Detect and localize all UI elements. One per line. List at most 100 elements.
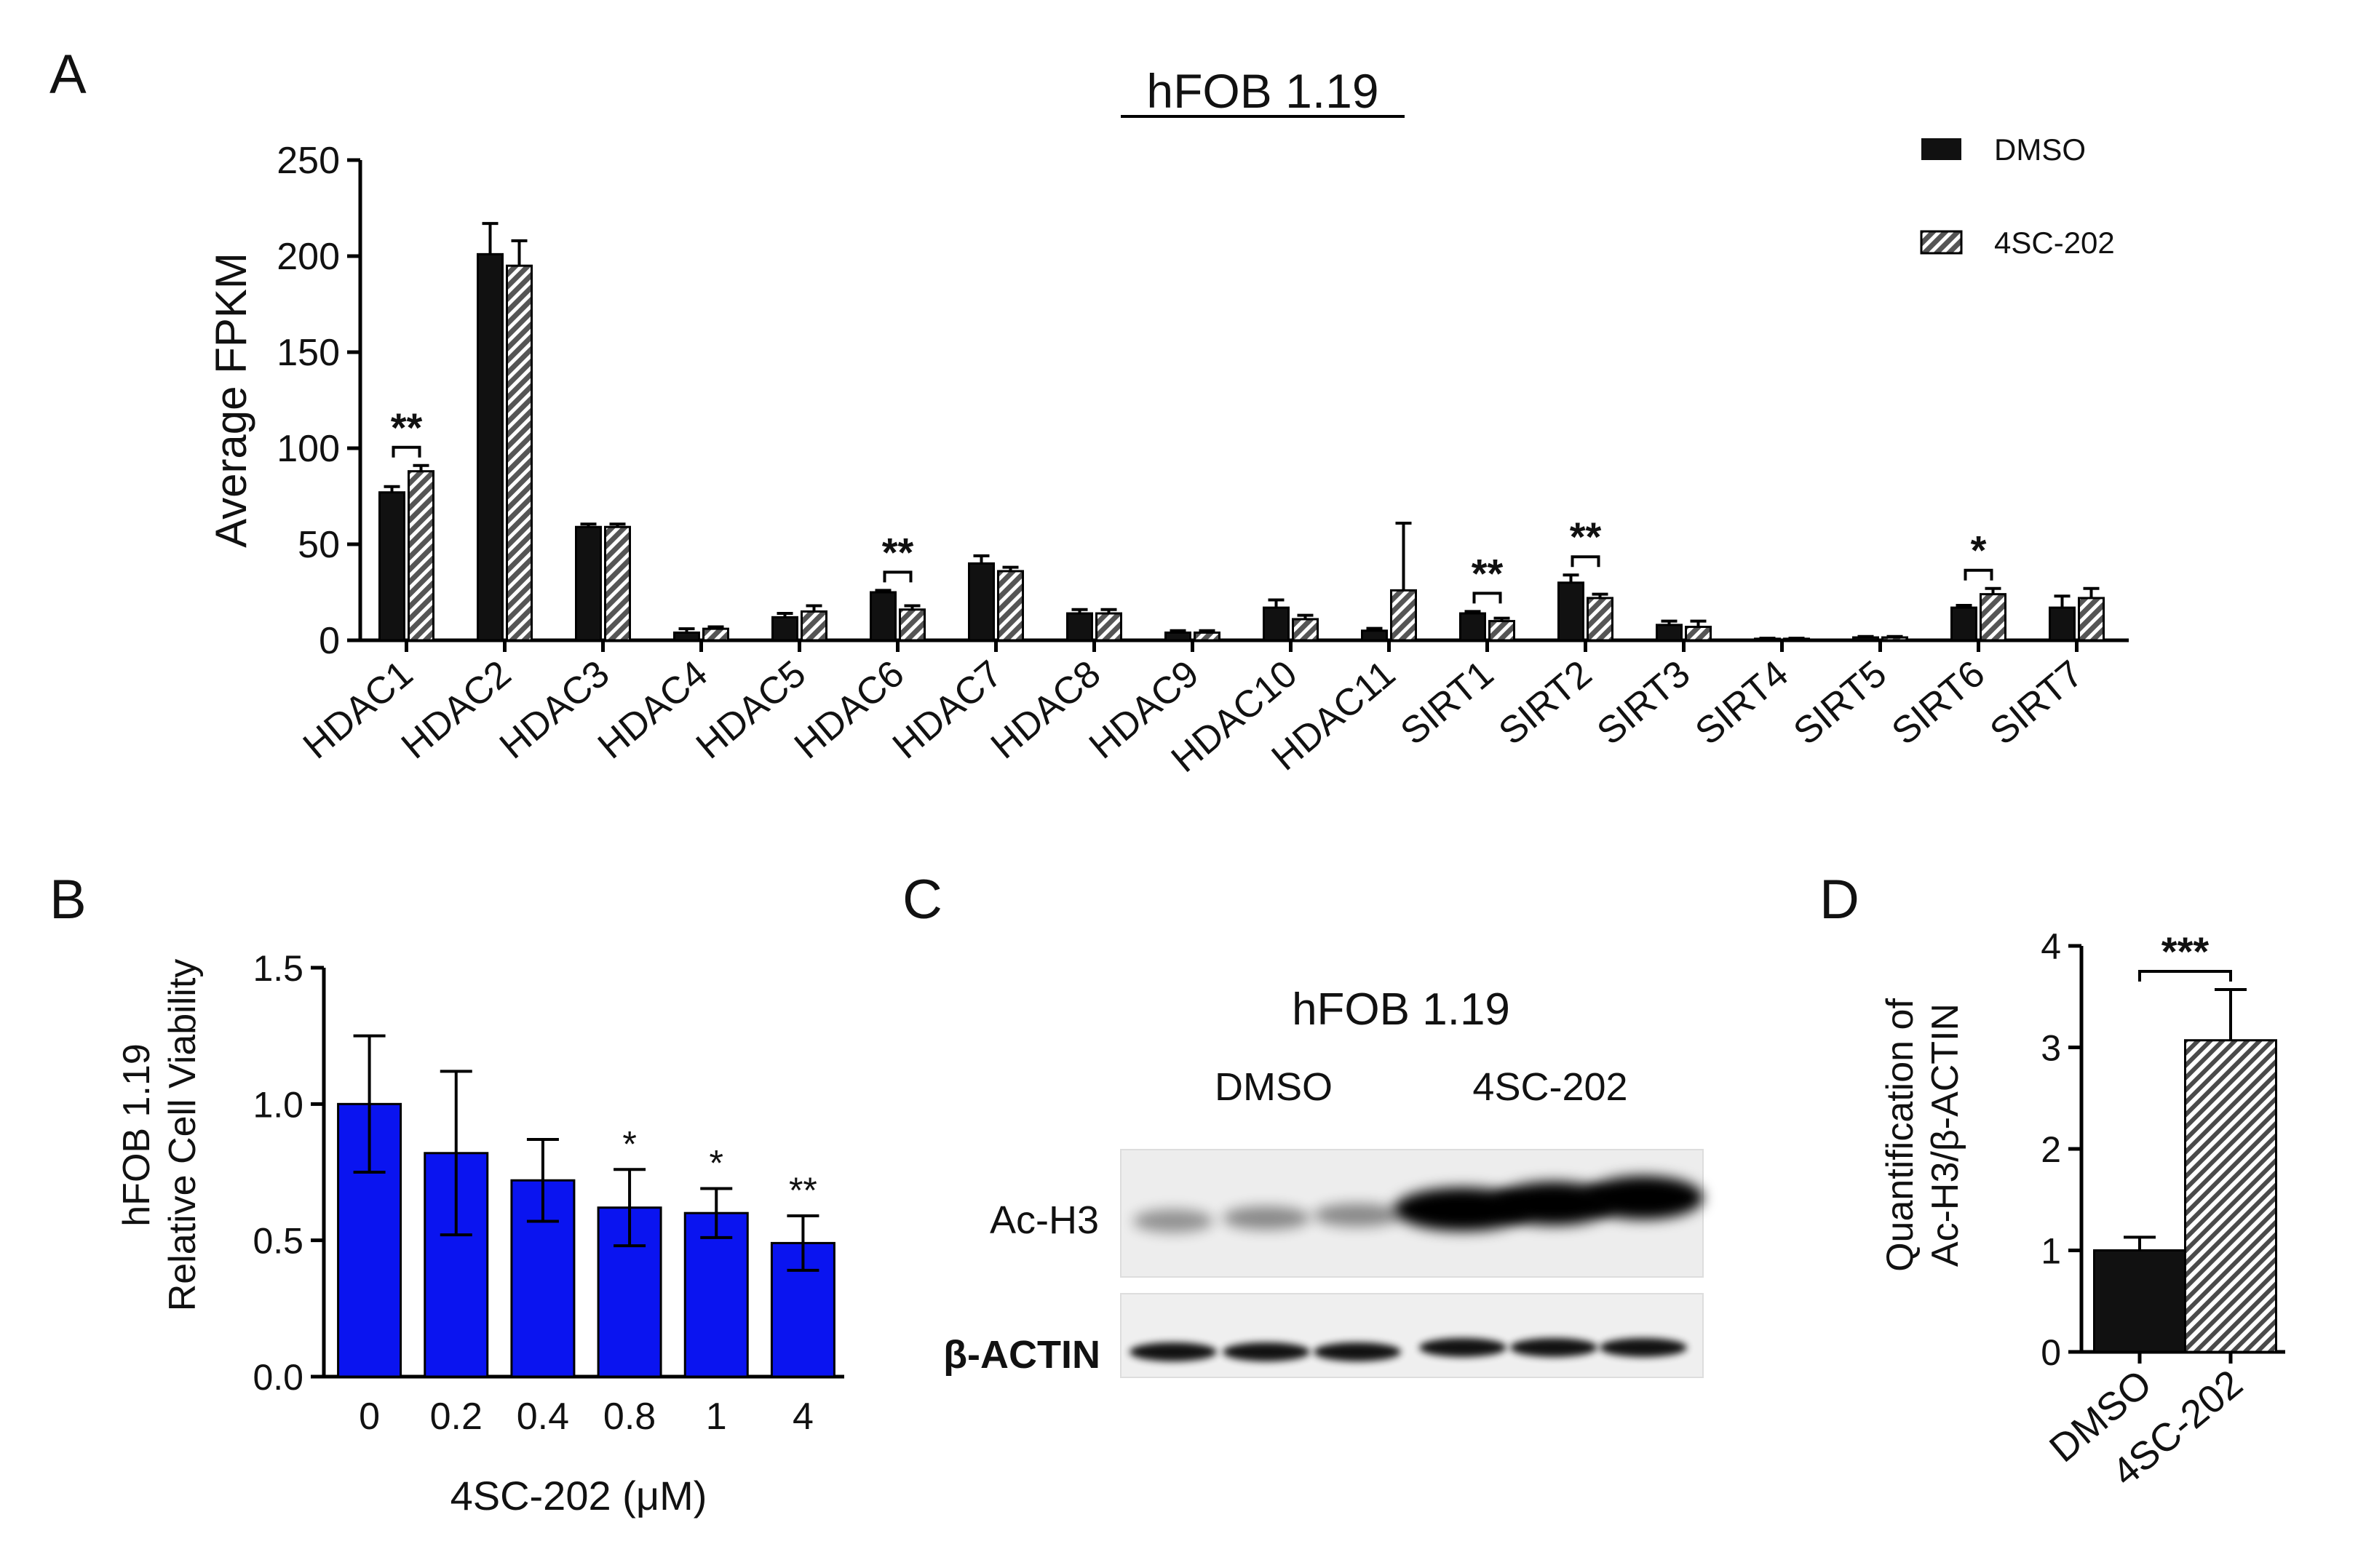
viability-significance-0-8: * <box>622 1123 636 1164</box>
errorbar-dmso-sirt4 <box>1759 637 1776 640</box>
chart-a-y-axis: 0 50 100 150 200 250 <box>277 140 362 662</box>
chart-a-x-tick-label: HDAC7 <box>885 653 1010 768</box>
errorbar-dmso-hdac5 <box>777 612 793 618</box>
errorbar-4sc-202-hdac1 <box>413 463 429 471</box>
errorbar-dmso-sirt6 <box>1956 603 1972 608</box>
panel-d-letter: D <box>1819 869 1859 931</box>
chart-a-x-tick-label: HDAC1 <box>295 653 421 768</box>
errorbar-dmso-hdac1 <box>384 485 400 493</box>
chart-a-x-tick-label: HDAC8 <box>983 653 1108 768</box>
errorbar-dmso-sirt2 <box>1563 573 1579 583</box>
viability-errorbar-0-8 <box>614 1168 646 1248</box>
bar-dmso-hdac6 <box>870 591 897 642</box>
significance-bracket-hdac6 <box>883 570 913 583</box>
errorbar-4sc-202-hdac10 <box>1297 613 1314 619</box>
chart-a-significance: **** **** * <box>391 405 1993 604</box>
quant-bar-4sc-202 <box>2184 1039 2277 1353</box>
chart-a-x-tick-label: SIRT7 <box>1982 653 2091 754</box>
chart-a-bars <box>378 222 2105 642</box>
significance-bracket-sirt2 <box>1571 555 1600 568</box>
errorbar-dmso-hdac11 <box>1366 626 1383 631</box>
chart-a-x-tick-label: HDAC6 <box>787 653 912 768</box>
band-actin-lane-4 <box>1419 1338 1506 1357</box>
chart-b-ylabel-line1: hFOB 1.19 <box>116 1043 158 1226</box>
bar-4sc-202-hdac9 <box>1194 631 1220 642</box>
legend-label-4sc202: 4SC-202 <box>1994 226 2115 260</box>
band-ach3-lane-5 <box>1492 1182 1616 1225</box>
chart-a-x-tick-label: SIRT5 <box>1786 653 1894 754</box>
chart-b-y-axis: 0.0 0.5 1.0 1.5 <box>253 948 326 1398</box>
quant-errorbar-4sc-202 <box>2215 987 2247 1040</box>
chart-b-y-tick-label: 1.0 <box>253 1084 303 1125</box>
errorbar-4sc-202-hdac9 <box>1199 629 1215 633</box>
chart-d-y-tick-label: 0 <box>2041 1332 2061 1373</box>
band-actin-lane-3 <box>1314 1342 1401 1361</box>
chart-a-x-tick-label: HDAC3 <box>492 653 617 768</box>
bar-dmso-sirt2 <box>1557 581 1584 642</box>
errorbar-4sc-202-sirt6 <box>1985 586 2001 594</box>
errorbar-4sc-202-hdac7 <box>1002 565 1019 571</box>
errorbar-4sc-202-sirt3 <box>1690 619 1707 627</box>
chart-b-y-tick-label: 0.0 <box>253 1357 303 1398</box>
significance-bracket-sirt1 <box>1472 592 1502 604</box>
bar-4sc-202-sirt3 <box>1685 626 1712 642</box>
bar-dmso-hdac11 <box>1361 629 1388 642</box>
panel-c: C hFOB 1.19 DMSO 4SC-202 Ac-H3 β-ACTIN <box>902 869 1704 1378</box>
viability-errorbar-0 <box>353 1034 386 1174</box>
panel-b: B hFOB 1.19 Relative Cell Viability 0.00… <box>49 869 844 1519</box>
bar-4sc-202-hdac3 <box>604 525 631 642</box>
errorbar-dmso-hdac7 <box>973 554 990 564</box>
chart-b-x-tick-label: 0 <box>359 1396 380 1438</box>
chart-a-x-tick-label: SIRT4 <box>1688 653 1796 754</box>
bar-4sc-202-hdac1 <box>408 470 434 642</box>
chart-a-x-tick-label: HDAC2 <box>394 653 519 768</box>
chart-d-y-tick-label: 2 <box>2041 1129 2061 1170</box>
bar-dmso-sirt1 <box>1459 612 1486 642</box>
legend-label-dmso: DMSO <box>1994 132 2086 167</box>
bar-4sc-202-hdac2 <box>506 264 533 642</box>
bar-dmso-sirt6 <box>1950 606 1977 642</box>
significance-label-sirt6: * <box>1971 528 1987 573</box>
chart-b-x-axis: 0 0.2 0.4 0.8 1 4 <box>322 1374 844 1438</box>
errorbar-dmso-hdac2 <box>482 222 499 255</box>
significance-label-hdac6: ** <box>882 529 914 575</box>
errorbar-4sc-202-hdac8 <box>1100 608 1117 614</box>
bar-dmso-sirt3 <box>1656 624 1683 642</box>
errorbar-dmso-hdac3 <box>580 522 597 528</box>
chart-a-y-tick-label: 150 <box>277 332 340 374</box>
chart-d-y-tick-label: 4 <box>2041 926 2061 967</box>
viability-significance-1: * <box>710 1142 723 1183</box>
blot-strip-actin <box>1120 1293 1704 1378</box>
bar-dmso-hdac4 <box>673 631 700 642</box>
bar-dmso-sirt7 <box>2049 606 2076 642</box>
chart-b-xlabel: 4SC-202 (μM) <box>450 1473 707 1519</box>
significance-bracket-hdac1 <box>392 445 421 458</box>
chart-d-bars: *** <box>2093 928 2277 1353</box>
viability-errorbar-1 <box>700 1187 733 1239</box>
chart-a-x-tick-label: HDAC5 <box>688 653 814 768</box>
panel-a: A hFOB 1.19 Average FPKM 0 50 100 150 200 250… <box>49 44 2129 781</box>
band-ach3-lane-3 <box>1314 1203 1401 1227</box>
chart-b-x-tick-label: 1 <box>706 1396 727 1438</box>
panel-d: D Quantification of Ac-H3/β-ACTIN 01234 … <box>1819 869 2285 1495</box>
errorbar-4sc-202-sirt7 <box>2083 586 2100 598</box>
bar-4sc-202-hdac8 <box>1095 612 1122 642</box>
errorbar-dmso-hdac9 <box>1170 629 1186 633</box>
errorbar-4sc-202-hdac5 <box>806 604 822 612</box>
quant-errorbar-dmso <box>2124 1235 2156 1251</box>
band-actin-lane-1 <box>1130 1342 1217 1361</box>
chart-a-x-tick-label: SIRT6 <box>1884 653 1993 754</box>
errorbar-dmso-hdac10 <box>1268 598 1285 608</box>
bar-4sc-202-sirt2 <box>1587 597 1613 642</box>
panel-b-letter: B <box>49 869 87 931</box>
bar-4sc-202-sirt7 <box>2078 597 2105 642</box>
bar-4sc-202-hdac4 <box>702 627 729 642</box>
legend-swatch-4sc202 <box>1920 230 1963 255</box>
viability-errorbar-0-4 <box>526 1138 559 1223</box>
chart-b-ylabel-line2: Relative Cell Viability <box>162 959 204 1312</box>
errorbar-4sc-202-sirt2 <box>1592 592 1608 598</box>
errorbar-dmso-hdac8 <box>1071 608 1088 614</box>
bar-4sc-202-sirt1 <box>1488 620 1515 642</box>
